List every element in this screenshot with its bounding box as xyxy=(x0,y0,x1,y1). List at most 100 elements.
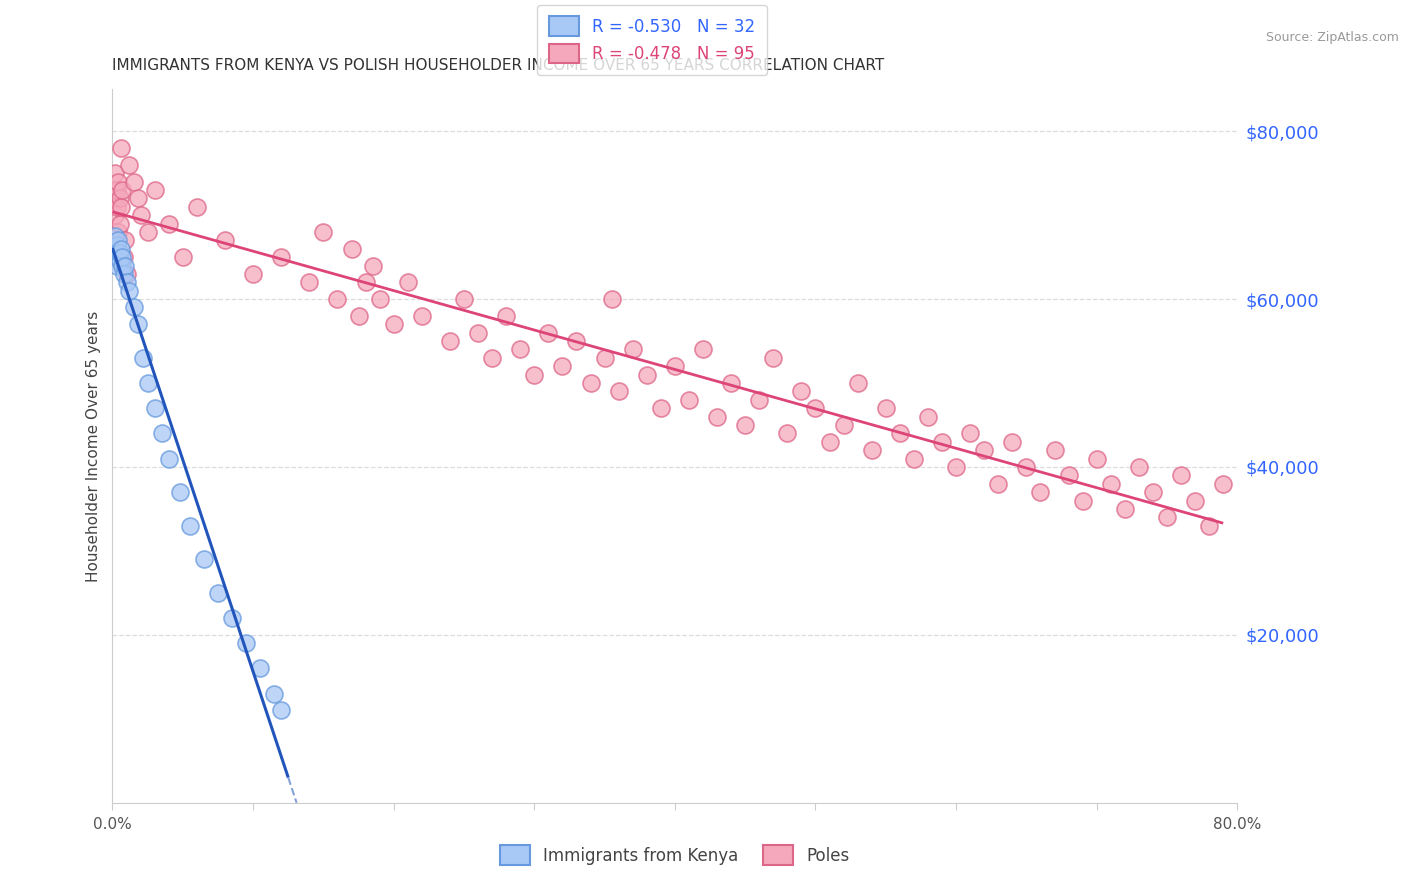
Point xyxy=(945,460,967,475)
Point xyxy=(150,426,173,441)
Point xyxy=(114,233,136,247)
Point xyxy=(340,242,363,256)
Point xyxy=(1212,476,1234,491)
Point xyxy=(748,392,770,407)
Point xyxy=(112,250,135,264)
Point xyxy=(903,451,925,466)
Point xyxy=(186,200,208,214)
Point xyxy=(157,451,180,466)
Point xyxy=(104,229,127,244)
Point xyxy=(214,233,236,247)
Point xyxy=(361,259,384,273)
Legend: Immigrants from Kenya, Poles: Immigrants from Kenya, Poles xyxy=(492,837,858,873)
Point xyxy=(889,426,911,441)
Point xyxy=(107,233,129,247)
Point xyxy=(354,275,377,289)
Point xyxy=(207,586,229,600)
Point xyxy=(111,183,134,197)
Point xyxy=(593,351,616,365)
Point xyxy=(108,217,131,231)
Point xyxy=(347,309,370,323)
Point xyxy=(1170,468,1192,483)
Point xyxy=(776,426,799,441)
Point xyxy=(298,275,321,289)
Point xyxy=(122,301,145,315)
Point xyxy=(860,443,883,458)
Point xyxy=(270,250,292,264)
Point xyxy=(132,351,155,365)
Point xyxy=(959,426,981,441)
Point xyxy=(495,309,517,323)
Point xyxy=(235,636,257,650)
Point xyxy=(111,259,134,273)
Point xyxy=(136,376,159,390)
Point xyxy=(537,326,560,340)
Point xyxy=(1029,485,1052,500)
Point xyxy=(107,225,129,239)
Point xyxy=(118,284,141,298)
Point xyxy=(846,376,869,390)
Point xyxy=(720,376,742,390)
Point xyxy=(179,518,201,533)
Point xyxy=(105,183,128,197)
Point xyxy=(108,254,131,268)
Text: IMMIGRANTS FROM KENYA VS POLISH HOUSEHOLDER INCOME OVER 65 YEARS CORRELATION CHA: IMMIGRANTS FROM KENYA VS POLISH HOUSEHOL… xyxy=(112,58,884,73)
Point xyxy=(579,376,602,390)
Point xyxy=(565,334,588,348)
Point xyxy=(973,443,995,458)
Point xyxy=(917,409,939,424)
Point xyxy=(368,292,391,306)
Point xyxy=(1001,434,1024,449)
Point xyxy=(650,401,672,416)
Point xyxy=(664,359,686,374)
Point xyxy=(129,208,152,222)
Point xyxy=(122,175,145,189)
Point xyxy=(818,434,841,449)
Point xyxy=(1198,518,1220,533)
Point xyxy=(127,191,149,205)
Point xyxy=(103,242,125,256)
Point xyxy=(678,392,700,407)
Point xyxy=(221,611,243,625)
Point xyxy=(249,661,271,675)
Point xyxy=(987,476,1010,491)
Point xyxy=(607,384,630,399)
Point xyxy=(1184,493,1206,508)
Point xyxy=(104,166,127,180)
Point xyxy=(169,485,191,500)
Point xyxy=(832,417,855,432)
Point xyxy=(875,401,897,416)
Point xyxy=(111,250,134,264)
Point xyxy=(103,191,125,205)
Point xyxy=(636,368,658,382)
Point xyxy=(108,246,131,260)
Point xyxy=(523,368,546,382)
Point xyxy=(762,351,785,365)
Point xyxy=(467,326,489,340)
Point xyxy=(1085,451,1108,466)
Point xyxy=(551,359,574,374)
Point xyxy=(105,200,128,214)
Point xyxy=(931,434,953,449)
Point xyxy=(481,351,503,365)
Point xyxy=(193,552,215,566)
Point xyxy=(242,267,264,281)
Text: Source: ZipAtlas.com: Source: ZipAtlas.com xyxy=(1265,31,1399,45)
Y-axis label: Householder Income Over 65 years: Householder Income Over 65 years xyxy=(86,310,101,582)
Point xyxy=(270,703,292,717)
Point xyxy=(600,292,623,306)
Point xyxy=(1015,460,1038,475)
Point xyxy=(396,275,419,289)
Point xyxy=(312,225,335,239)
Point xyxy=(1156,510,1178,524)
Point xyxy=(143,401,166,416)
Point xyxy=(105,259,128,273)
Point xyxy=(105,237,128,252)
Point xyxy=(136,225,159,239)
Point xyxy=(509,343,531,357)
Point xyxy=(107,175,129,189)
Point xyxy=(1099,476,1122,491)
Point xyxy=(110,141,132,155)
Point xyxy=(104,208,127,222)
Point xyxy=(706,409,728,424)
